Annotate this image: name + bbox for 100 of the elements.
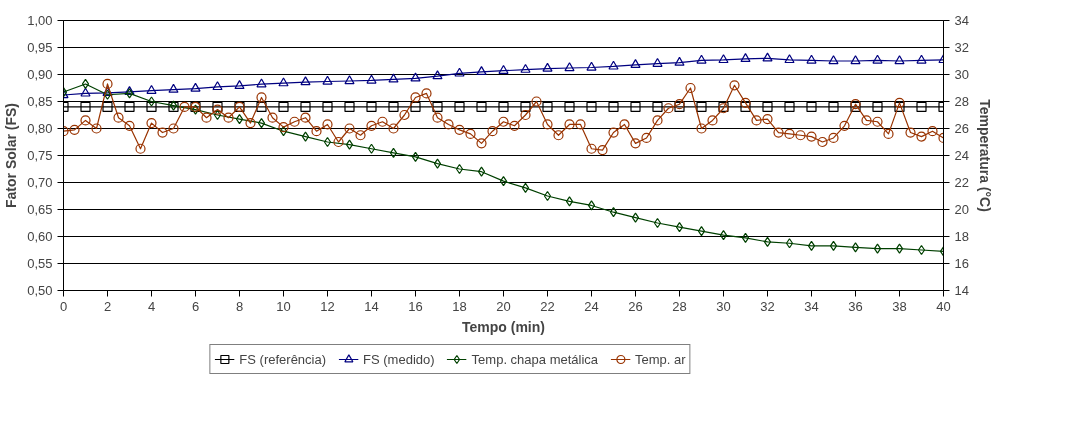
point	[455, 163, 464, 175]
point	[498, 64, 509, 74]
point	[476, 101, 487, 112]
y-tick-label: 0,80	[27, 121, 53, 136]
point	[389, 147, 398, 158]
point	[917, 244, 926, 256]
point	[520, 63, 531, 73]
y-tick-label: 0,95	[27, 40, 53, 55]
x-tick-label: 10	[276, 298, 291, 314]
point	[828, 101, 839, 112]
x-tick-label: 38	[892, 298, 907, 314]
point	[586, 101, 597, 112]
point	[740, 101, 751, 112]
point	[301, 131, 310, 142]
point	[894, 101, 905, 112]
x-tick-label: 30	[716, 298, 731, 314]
point	[212, 81, 223, 91]
point	[102, 101, 113, 112]
point	[916, 54, 927, 64]
point	[388, 101, 399, 112]
point	[499, 176, 508, 187]
point	[851, 242, 860, 253]
point	[740, 53, 751, 63]
point	[234, 80, 245, 90]
y-tick-label: 0,85	[27, 94, 53, 109]
point	[741, 232, 750, 243]
y2-tick-label: 14	[954, 283, 969, 298]
point	[653, 217, 662, 229]
y2-tick-label: 18	[954, 229, 969, 244]
point	[895, 243, 904, 254]
point	[873, 243, 882, 254]
point	[256, 78, 267, 88]
point	[719, 230, 728, 241]
x-tick-label: 22	[540, 298, 555, 314]
point	[366, 74, 377, 84]
point	[432, 101, 443, 112]
point	[806, 54, 817, 64]
point	[828, 55, 839, 65]
x-tick-label: 36	[848, 298, 863, 314]
point	[542, 101, 553, 112]
point	[542, 62, 553, 72]
point	[696, 54, 707, 64]
y-tick-label: 0,55	[27, 256, 53, 271]
point	[806, 101, 817, 112]
point	[147, 96, 156, 107]
point	[543, 190, 552, 202]
point	[872, 101, 883, 112]
point	[586, 61, 597, 71]
x-tick-label: 40	[936, 298, 951, 314]
point	[763, 236, 772, 247]
x-axis-title: Tempo (min)	[462, 318, 545, 335]
x-tick-label: 20	[496, 298, 511, 314]
point	[520, 101, 531, 112]
point	[587, 200, 596, 211]
legend-label: FS (referência)	[239, 351, 327, 367]
y2-tick-label: 26	[954, 121, 969, 136]
y-tick-label: 0,65	[27, 202, 53, 217]
point	[411, 151, 420, 162]
point	[630, 101, 641, 112]
legend-label: FS (medido)	[363, 351, 435, 367]
y2-tick-label: 16	[954, 256, 969, 271]
x-tick-label: 2	[103, 298, 112, 314]
y-tick-label: 1,00	[27, 13, 53, 28]
y2-tick-label: 20	[954, 202, 969, 217]
point	[124, 101, 135, 112]
x-tick-label: 26	[628, 298, 643, 314]
point	[146, 84, 157, 94]
y-tick-label: 0,70	[27, 175, 53, 190]
legend-label: Temp. chapa metálica	[471, 351, 599, 367]
point	[81, 78, 90, 90]
point	[213, 109, 222, 121]
point	[300, 101, 311, 112]
point	[608, 101, 619, 112]
x-tick-label: 28	[672, 298, 687, 314]
point	[257, 118, 266, 129]
point	[652, 57, 663, 67]
point	[696, 101, 707, 112]
point	[675, 221, 684, 233]
y-tick-label: 0,75	[27, 148, 53, 163]
point	[235, 113, 244, 125]
x-tick-label: 32	[760, 298, 775, 314]
point	[521, 182, 530, 193]
x-tick-label: 34	[804, 298, 819, 314]
point	[652, 101, 663, 112]
point	[762, 101, 773, 112]
point	[279, 126, 288, 137]
point	[916, 101, 927, 112]
point	[322, 75, 333, 85]
y2-tick-label: 32	[954, 40, 969, 55]
y2-tick-label: 34	[954, 13, 969, 28]
point	[367, 143, 376, 154]
x-tick-label: 4	[147, 298, 156, 314]
point	[630, 58, 641, 68]
point	[762, 52, 773, 62]
y-tick-label: 0,50	[27, 283, 53, 298]
point	[146, 101, 157, 112]
point	[80, 87, 91, 97]
point	[674, 56, 685, 66]
point	[454, 101, 465, 112]
point	[608, 60, 619, 70]
